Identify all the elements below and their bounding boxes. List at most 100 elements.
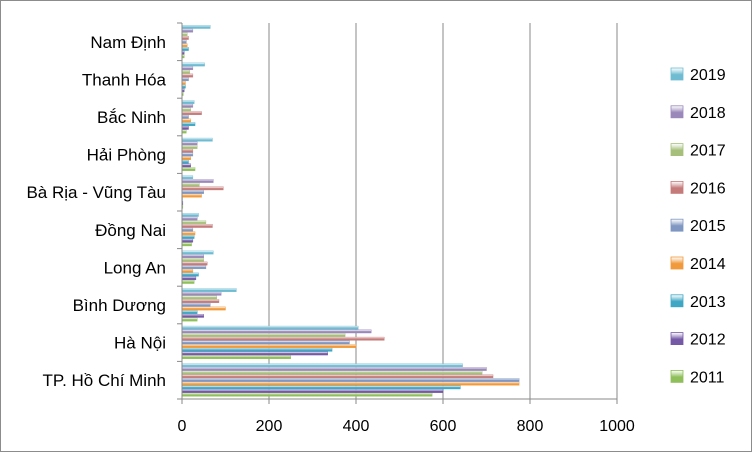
legend-label-2016: 2016 — [690, 180, 726, 197]
bar-hai-phong-2018 — [181, 141, 198, 146]
category-label-tp-ho-chi-minh: TP. Hồ Chí Minh — [43, 371, 166, 390]
bar-nam-dinh-2018 — [181, 28, 194, 33]
bar-binh-duong-2016 — [181, 299, 220, 303]
bar-binh-duong-2017 — [181, 295, 217, 300]
bar-long-an-2014 — [181, 269, 194, 273]
category-label-ha-noi: Hà Nội — [114, 334, 166, 353]
bar-hai-phong-2017 — [181, 145, 198, 149]
bar-thanh-hoa-2014 — [181, 81, 186, 85]
bar-nam-dinh-2019 — [181, 25, 211, 29]
bar-bac-ninh-2012 — [181, 125, 189, 130]
bar-nam-dinh-2014 — [181, 43, 188, 48]
bar-tp-ho-chi-minh-2019 — [181, 363, 463, 368]
bar-dong-nai-2017 — [181, 220, 207, 225]
bar-dong-nai-2019 — [181, 213, 199, 217]
legend-label-2012: 2012 — [690, 332, 726, 349]
category-labels: TP. Hồ Chí Minh Hà Nội Bình Dương Long An Đồ… — [26, 33, 166, 390]
bar-ha-noi-2013 — [181, 347, 333, 352]
bar-hai-phong-2012 — [181, 163, 191, 168]
bar-dong-nai-2018 — [181, 216, 198, 221]
bar-dong-nai-2016 — [181, 224, 213, 228]
bar-binh-duong-2015 — [181, 302, 211, 307]
bar-ha-noi-2019 — [181, 325, 359, 330]
legend-label-2014: 2014 — [690, 256, 726, 273]
bar-dong-nai-2014 — [181, 231, 196, 236]
bar-ha-noi-2014 — [181, 344, 357, 348]
bar-thanh-hoa-2016 — [181, 73, 194, 78]
x-tick-labels: 0 200 400 600 800 1000 — [178, 418, 635, 435]
bar-thanh-hoa-2015 — [181, 77, 189, 82]
category-label-ba-ria-vung-tau: Bà Rịa - Vũng Tàu — [26, 183, 166, 202]
bars — [181, 25, 520, 397]
bar-dong-nai-2011 — [181, 242, 192, 247]
bar-hai-phong-2016 — [181, 148, 194, 153]
legend-swatch-2015 — [670, 218, 684, 232]
legend-swatch-2019 — [670, 67, 684, 81]
bar-hai-phong-2015 — [181, 152, 194, 157]
bar-hai-phong-2011 — [181, 167, 196, 171]
category-label-nam-dinh: Nam Định — [90, 33, 166, 52]
bar-binh-duong-2011 — [181, 317, 198, 322]
bar-tp-ho-chi-minh-2012 — [181, 389, 444, 393]
bar-ha-noi-2017 — [181, 333, 346, 337]
bar-bac-ninh-2019 — [181, 100, 195, 104]
category-label-dong-nai: Đồng Nai — [95, 221, 166, 240]
bar-tp-ho-chi-minh-2013 — [181, 385, 461, 390]
bar-ba-ria-vung-tau-2014 — [181, 193, 202, 198]
bar-tp-ho-chi-minh-2011 — [181, 392, 433, 397]
category-label-bac-ninh: Bắc Ninh — [97, 108, 166, 127]
x-tick-label-800: 800 — [517, 418, 544, 435]
bar-bac-ninh-2017 — [181, 107, 191, 112]
legend-swatch-2017 — [670, 143, 684, 157]
legend-swatch-2013 — [670, 294, 684, 308]
bar-bac-ninh-2014 — [181, 118, 191, 123]
bar-ba-ria-vung-tau-2019 — [181, 175, 194, 180]
legend-swatch-2018 — [670, 105, 684, 119]
bar-tp-ho-chi-minh-2017 — [181, 370, 483, 375]
bar-nam-dinh-2016 — [181, 36, 189, 40]
legend-label-2015: 2015 — [690, 218, 726, 235]
axes — [177, 22, 618, 404]
bar-ba-ria-vung-tau-2015 — [181, 190, 204, 194]
bar-thanh-hoa-2018 — [181, 66, 194, 71]
bar-long-an-2011 — [181, 280, 195, 284]
bar-long-an-2017 — [181, 258, 204, 262]
legend-label-2013: 2013 — [690, 294, 726, 311]
bar-binh-duong-2013 — [181, 310, 198, 314]
bar-hai-phong-2014 — [181, 156, 191, 160]
x-tick-label-600: 600 — [430, 418, 457, 435]
bar-long-an-2018 — [181, 254, 204, 259]
bar-hai-phong-2013 — [181, 159, 189, 164]
legend-label-2018: 2018 — [690, 105, 726, 122]
bar-bac-ninh-2015 — [181, 114, 189, 119]
bar-binh-duong-2014 — [181, 306, 226, 311]
bar-bac-ninh-2018 — [181, 103, 194, 108]
bar-thanh-hoa-2019 — [181, 62, 205, 67]
legend-label-2011: 2011 — [690, 369, 725, 386]
bar-bac-ninh-2013 — [181, 122, 196, 126]
bar-ha-noi-2016 — [181, 336, 385, 341]
bar-tp-ho-chi-minh-2016 — [181, 374, 494, 379]
bar-thanh-hoa-2013 — [181, 84, 186, 89]
legend-swatch-2016 — [670, 180, 684, 194]
x-tick-label-0: 0 — [178, 418, 187, 435]
bar-thanh-hoa-2017 — [181, 70, 191, 74]
bar-ha-noi-2012 — [181, 351, 328, 356]
bar-tp-ho-chi-minh-2018 — [181, 367, 487, 371]
x-tick-label-200: 200 — [256, 418, 283, 435]
bar-ha-noi-2015 — [181, 340, 350, 345]
bar-dong-nai-2015 — [181, 227, 194, 232]
bar-hai-phong-2019 — [181, 137, 213, 142]
legend-swatch-2011 — [670, 369, 684, 383]
legend-label-2019: 2019 — [690, 67, 726, 84]
bar-ha-noi-2018 — [181, 329, 372, 334]
bar-long-an-2013 — [181, 272, 199, 277]
bar-long-an-2012 — [181, 276, 197, 281]
bar-tp-ho-chi-minh-2015 — [181, 378, 520, 382]
category-label-long-an: Long An — [104, 258, 166, 277]
category-label-hai-phong: Hải Phòng — [87, 146, 166, 165]
bar-binh-duong-2019 — [181, 288, 237, 292]
legend-swatch-2014 — [670, 256, 684, 270]
